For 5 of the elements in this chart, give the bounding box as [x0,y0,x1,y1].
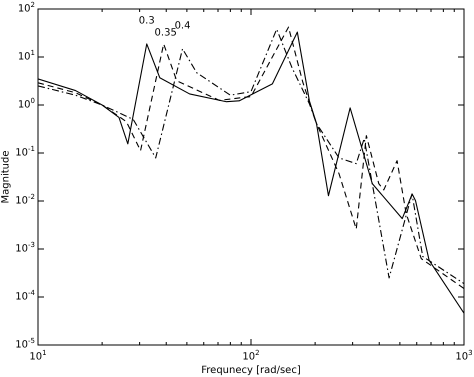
y-axis-title: Magnitude [0,150,12,204]
x-axis-title: Frequnecy [rad/sec] [201,365,301,376]
annotation: 0.35 [154,28,177,39]
annotation: 0.3 [138,16,155,27]
annotation: 0.4 [174,20,190,32]
